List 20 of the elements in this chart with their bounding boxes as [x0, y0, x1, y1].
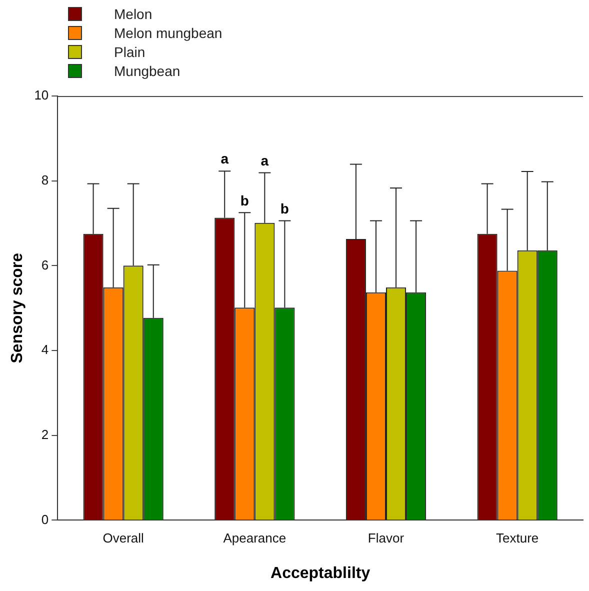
legend-label: Melon [114, 6, 152, 22]
x-tick-label: Apearance [223, 530, 286, 546]
legend-label: Mungbean [114, 62, 180, 78]
y-tick-label: 6 [41, 257, 49, 272]
x-tick-label: Flavor [368, 530, 405, 546]
y-tick-label: 4 [41, 342, 49, 358]
legend-label: Plain [114, 44, 146, 60]
x-tick-label: Overall [102, 530, 144, 546]
legend-label: Melon mungbean [114, 24, 222, 40]
y-axis-title: Sensory score [9, 252, 26, 364]
y-tick-label: 2 [41, 426, 49, 442]
annotation: a [260, 152, 269, 169]
y-tick-label: 0 [41, 512, 49, 527]
annotation: b [240, 192, 249, 209]
annotation: b [280, 200, 289, 217]
annotation: a [220, 150, 229, 167]
y-tick-label: 10 [34, 88, 49, 103]
x-axis-title: Acceptablilty [270, 564, 370, 582]
x-tick-label: Texture [496, 530, 539, 546]
y-tick-label: 8 [41, 172, 49, 188]
